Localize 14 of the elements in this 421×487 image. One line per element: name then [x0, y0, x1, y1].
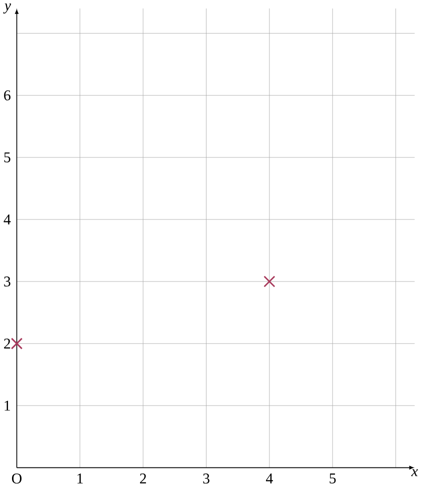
y-tick-label: 3: [4, 276, 10, 287]
y-tick-label: 5: [4, 152, 10, 162]
x-tick-label: 2: [140, 474, 146, 484]
y-tick-label: 1: [4, 400, 10, 411]
x-tick-label: 1: [77, 474, 83, 484]
y-tick-label: 2: [4, 338, 10, 348]
y-tick-label: 4: [4, 214, 10, 224]
x-tick-label: O: [12, 474, 22, 484]
x-axis-title: x: [410, 469, 418, 476]
x-tick-label: 3: [203, 474, 210, 484]
y-axis-title: y: [2, 3, 11, 14]
x-tick-label: 4: [266, 474, 273, 484]
x-tick-label: 5: [329, 474, 336, 484]
y-tick-label: 6: [4, 90, 10, 100]
